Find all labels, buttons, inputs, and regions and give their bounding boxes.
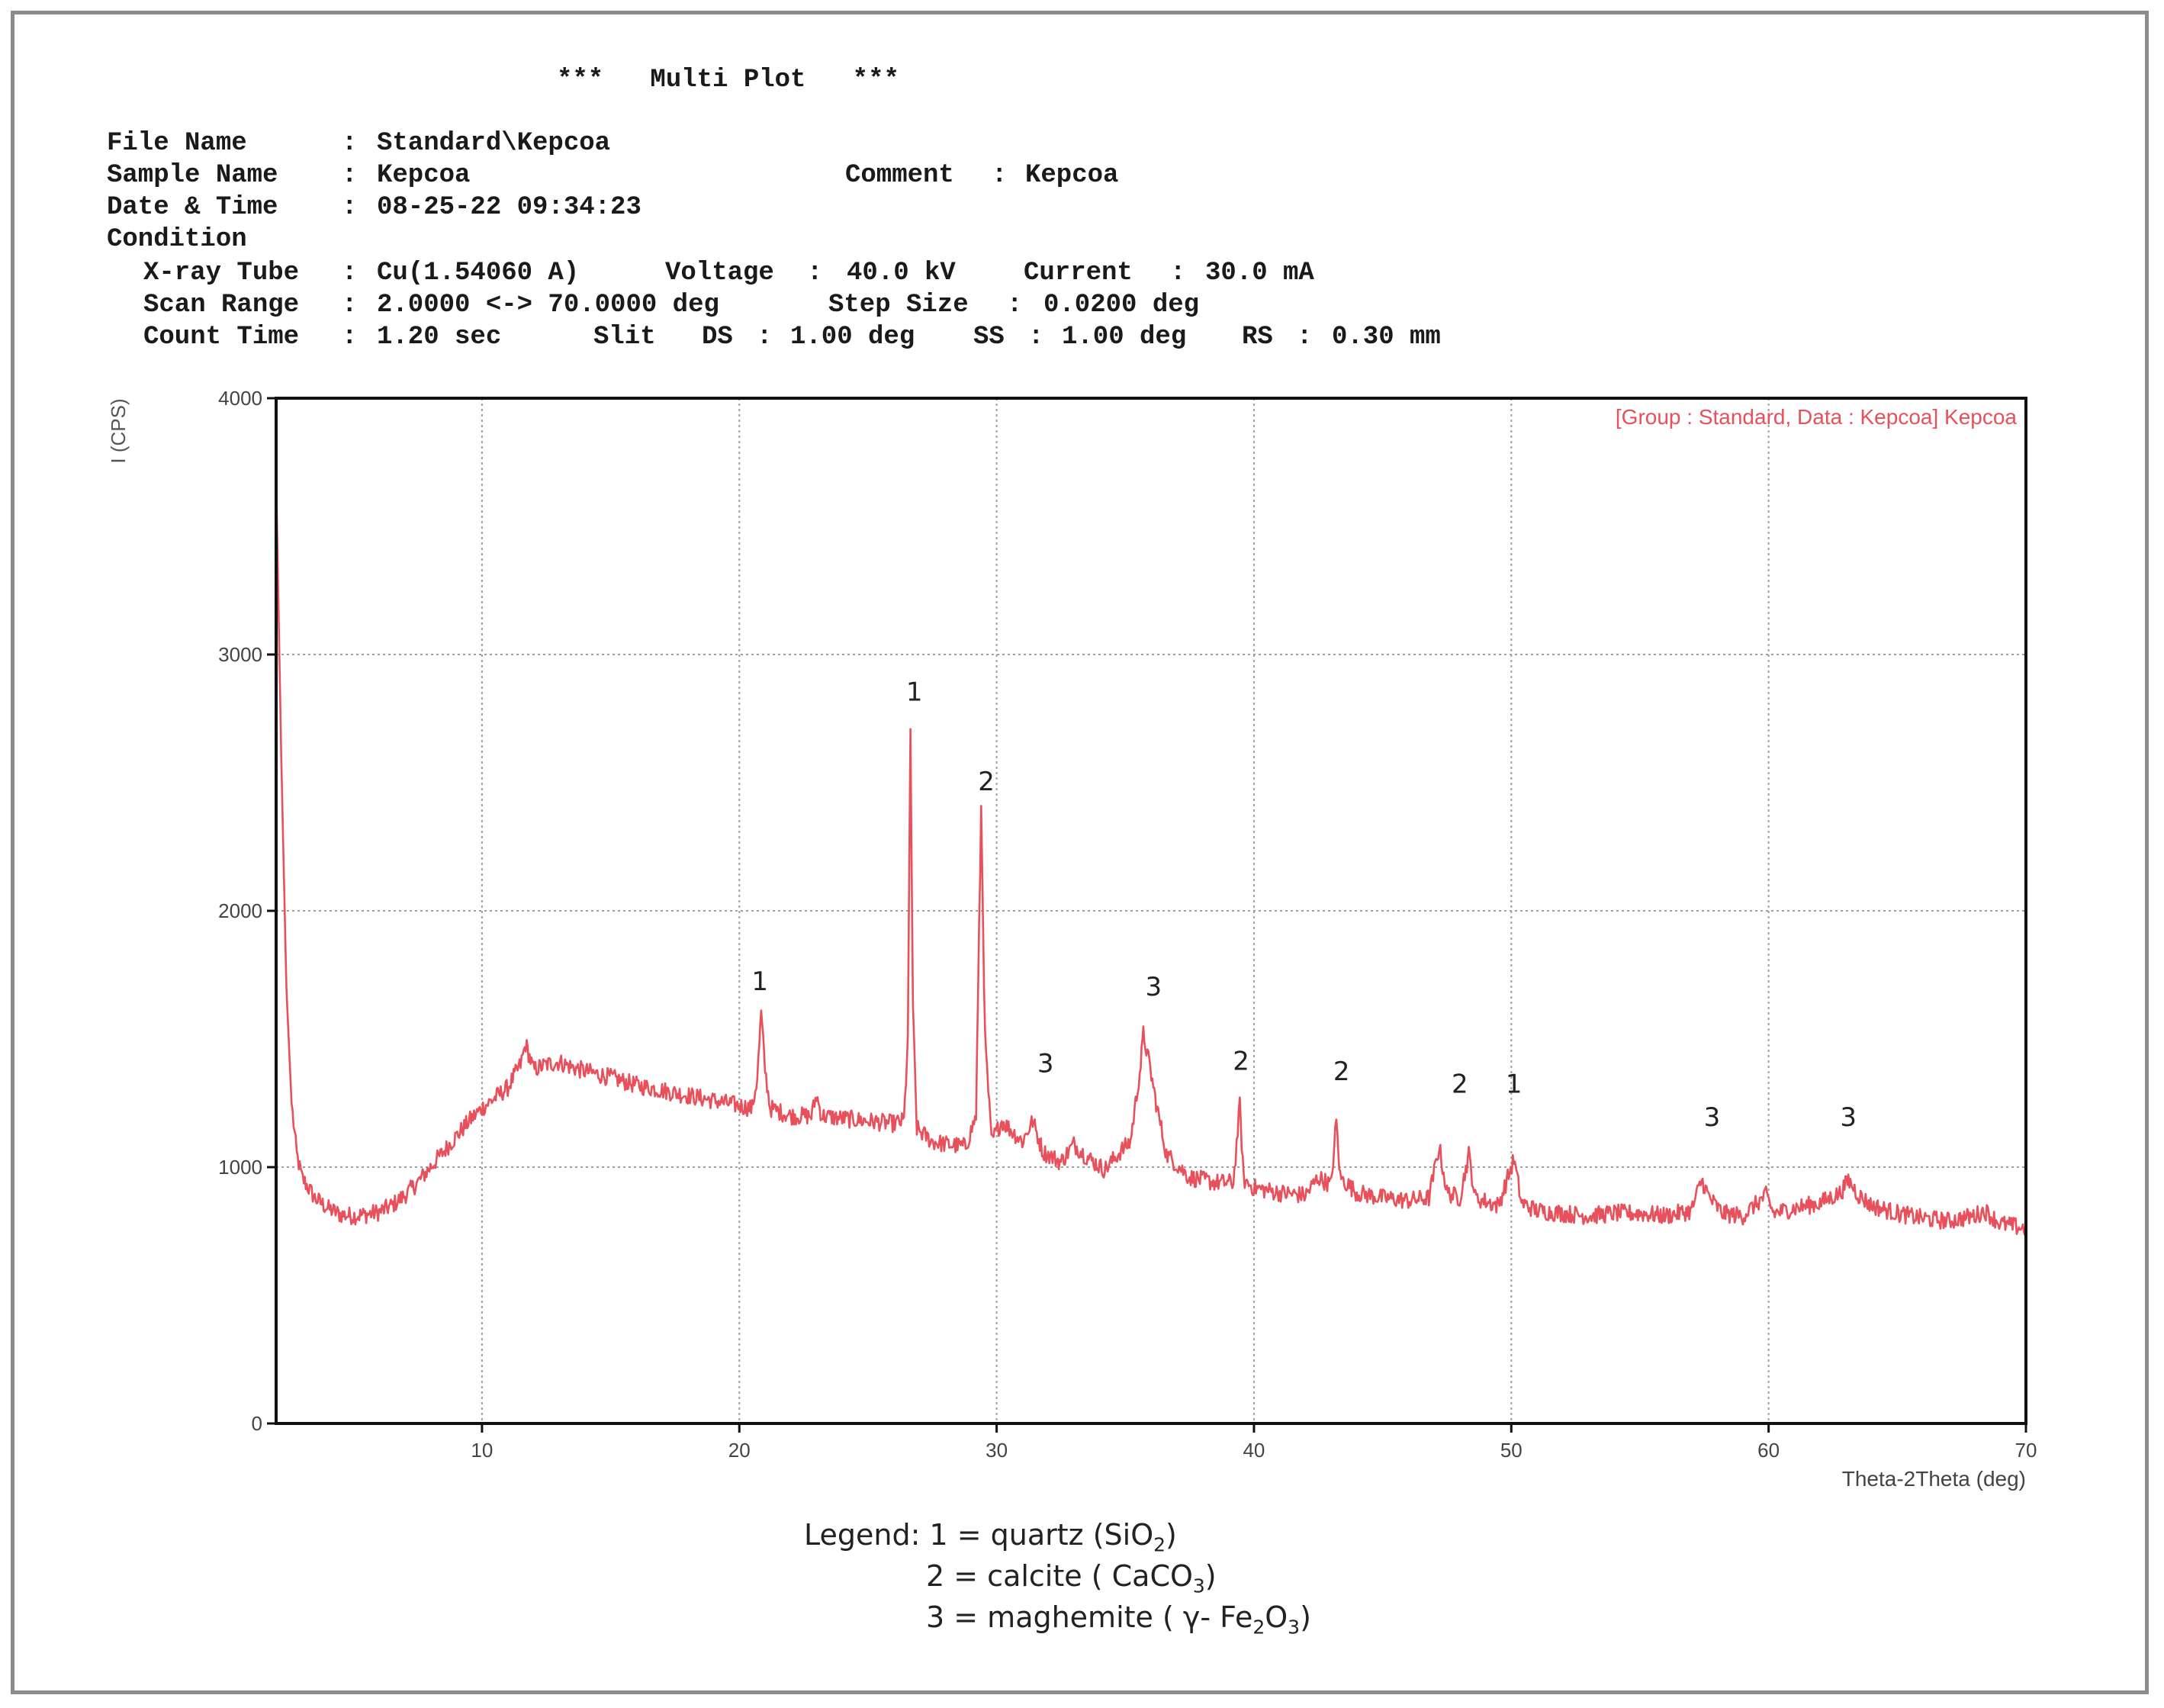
date-value: 08-25-22 09:34:23 bbox=[377, 193, 641, 222]
colon: : bbox=[1170, 259, 1186, 288]
step-size-label: Step Size bbox=[828, 291, 969, 320]
x-tick-label: 70 bbox=[2015, 1439, 2037, 1462]
legend-block: Legend: 1 = quartz (SiO2) 2 = calcite ( … bbox=[804, 1518, 1311, 1642]
scan-range-label: Scan Range bbox=[143, 291, 300, 320]
legend-calcite: 2 = calcite ( CaCO3) bbox=[926, 1559, 1217, 1597]
peak-label: 1 bbox=[906, 677, 923, 707]
count-time-value: 1.20 sec bbox=[377, 323, 502, 352]
ss-value: 1.00 deg bbox=[1062, 323, 1187, 352]
comment-label: Comment bbox=[845, 161, 954, 190]
colon: : bbox=[342, 129, 358, 158]
file-name-label: File Name bbox=[107, 129, 247, 158]
file-name-value: Standard\Kepcoa bbox=[377, 129, 611, 158]
chart-ticks: 10 20 30 40 50 60 70 0 1000 2000 3000 4000 bbox=[218, 387, 2037, 1462]
voltage-value: 40.0 kV bbox=[847, 259, 956, 288]
peak-label: 3 bbox=[1037, 1049, 1054, 1079]
colon: : bbox=[1028, 323, 1044, 352]
legend-row-quartz: Legend: 1 = quartz (SiO2) bbox=[804, 1518, 1311, 1559]
colon: : bbox=[342, 193, 358, 222]
chart-grid bbox=[276, 398, 2026, 1423]
x-tick-label: 20 bbox=[728, 1439, 751, 1462]
rs-value: 0.30 mm bbox=[1332, 323, 1441, 352]
x-tick-label: 40 bbox=[1243, 1439, 1265, 1462]
ss-label: SS bbox=[973, 323, 1005, 352]
colon: : bbox=[1007, 291, 1023, 320]
x-tick-label: 30 bbox=[986, 1439, 1008, 1462]
count-time-label: Count Time bbox=[143, 323, 300, 352]
date-label: Date & Time bbox=[107, 193, 278, 222]
peak-label: 1 bbox=[751, 967, 768, 997]
chart-series bbox=[275, 474, 2027, 1237]
xray-tube-value: Cu(1.54060 A) bbox=[377, 259, 580, 288]
colon: : bbox=[807, 259, 823, 288]
colon: : bbox=[342, 291, 358, 320]
peak-annotations: 1 1 2 3 3 2 2 2 1 3 3 bbox=[751, 677, 1857, 1133]
report-frame bbox=[11, 11, 2149, 1694]
peak-label: 1 bbox=[1506, 1070, 1523, 1100]
current-value: 30.0 mA bbox=[1205, 259, 1314, 288]
peak-label: 2 bbox=[978, 767, 995, 797]
current-label: Current bbox=[1024, 259, 1133, 288]
legend-maghemite: 3 = maghemite ( γ- Fe2O3) bbox=[926, 1600, 1311, 1639]
colon: : bbox=[342, 259, 358, 288]
legend-row-calcite: 2 = calcite ( CaCO3) bbox=[804, 1559, 1311, 1600]
colon: : bbox=[757, 323, 773, 352]
y-tick-label: 2000 bbox=[218, 899, 262, 922]
scan-range-value: 2.0000 <-> 70.0000 deg bbox=[377, 291, 719, 320]
ds-label: DS bbox=[702, 323, 733, 352]
slit-label: Slit bbox=[593, 323, 656, 352]
xray-tube-label: X-ray Tube bbox=[143, 259, 300, 288]
sample-name-label: Sample Name bbox=[107, 161, 278, 190]
step-size-value: 0.0200 deg bbox=[1043, 291, 1200, 320]
colon: : bbox=[1297, 323, 1313, 352]
ds-value: 1.00 deg bbox=[790, 323, 915, 352]
report-title: *** Multi Plot *** bbox=[557, 66, 899, 95]
series-legend-label: [Group : Standard, Data : Kepcoa] Kepcoa bbox=[1616, 405, 2018, 429]
y-tick-label: 4000 bbox=[218, 387, 262, 410]
rs-label: RS bbox=[1242, 323, 1273, 352]
y-axis-label: I (CPS) bbox=[107, 398, 130, 463]
peak-label: 2 bbox=[1452, 1070, 1468, 1100]
y-tick-label: 0 bbox=[252, 1412, 262, 1435]
y-tick-label: 3000 bbox=[218, 643, 262, 666]
peak-label: 2 bbox=[1333, 1057, 1350, 1087]
sample-name-value: Kepcoa bbox=[377, 161, 471, 190]
peak-label: 3 bbox=[1146, 972, 1162, 1002]
legend-row-maghemite: 3 = maghemite ( γ- Fe2O3) bbox=[804, 1600, 1311, 1642]
voltage-label: Voltage bbox=[665, 259, 774, 288]
condition-label: Condition bbox=[107, 225, 247, 254]
x-tick-label: 60 bbox=[1757, 1439, 1780, 1462]
peak-label: 3 bbox=[1704, 1102, 1721, 1133]
peak-label: 2 bbox=[1233, 1046, 1249, 1076]
x-axis-label: Theta-2Theta (deg) bbox=[1842, 1467, 2026, 1491]
x-tick-label: 50 bbox=[1500, 1439, 1523, 1462]
colon: : bbox=[342, 161, 358, 190]
y-tick-label: 1000 bbox=[218, 1156, 262, 1179]
colon: : bbox=[342, 323, 358, 352]
legend-prefix: Legend: bbox=[804, 1518, 921, 1552]
legend-quartz: 1 = quartz (SiO2) bbox=[929, 1518, 1177, 1556]
colon: : bbox=[992, 161, 1008, 190]
peak-label: 3 bbox=[1840, 1102, 1857, 1133]
comment-value: Kepcoa bbox=[1025, 161, 1119, 190]
xrd-pattern-line bbox=[275, 474, 2027, 1237]
x-tick-label: 10 bbox=[471, 1439, 493, 1462]
